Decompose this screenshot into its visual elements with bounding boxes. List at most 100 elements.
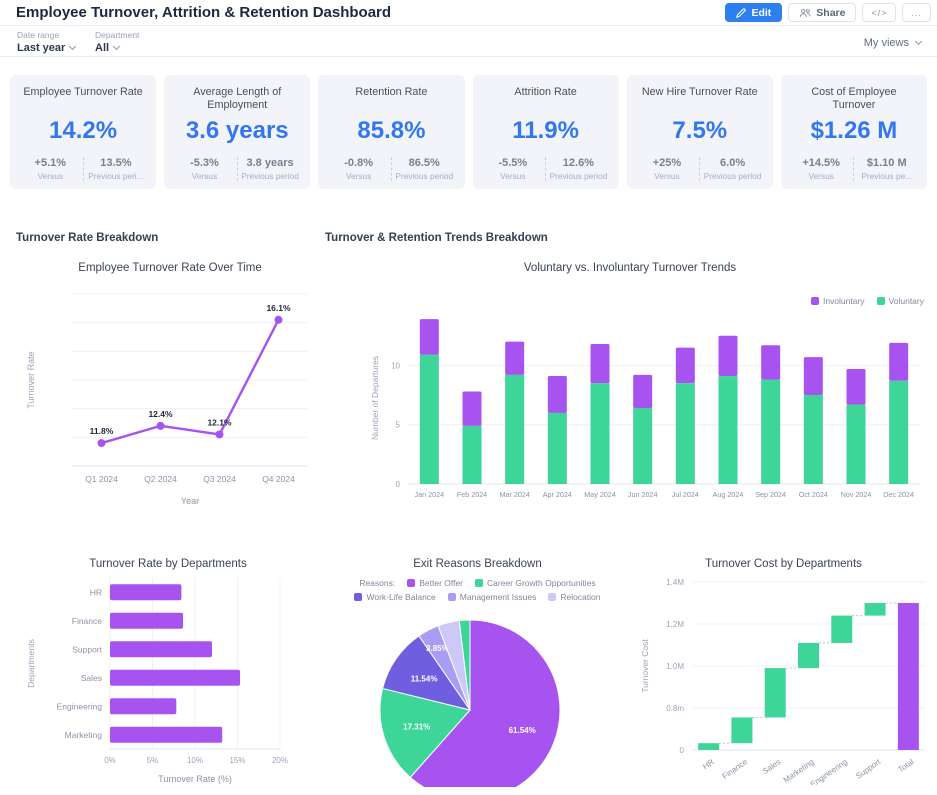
kpi-previous-value: 86.5% — [408, 157, 440, 169]
date-range-select[interactable]: Last year — [17, 42, 77, 54]
kpi-card: Attrition Rate 11.9% -5.5% Versus 12.6% Previ… — [472, 75, 619, 189]
svg-text:Mar 2024: Mar 2024 — [499, 490, 529, 499]
department-label: Department — [95, 30, 140, 40]
svg-text:Q2 2024: Q2 2024 — [144, 474, 177, 484]
kpi-previous-cell: 13.5% Previous peri... — [82, 157, 149, 181]
svg-text:5%: 5% — [147, 756, 159, 765]
kpi-previous-cell: 6.0% Previous period — [699, 157, 765, 181]
svg-text:Turnover Cost: Turnover Cost — [640, 639, 650, 693]
legend-swatch — [407, 579, 416, 587]
kpi-change-value: +25% — [652, 157, 682, 169]
code-icon: </> — [871, 7, 888, 18]
share-button[interactable]: Share — [788, 3, 857, 22]
svg-text:0: 0 — [396, 480, 401, 489]
kpi-previous-cell: $1.10 M Previous pe... — [853, 157, 919, 181]
legend-item-involuntary[interactable]: Involuntary — [810, 296, 865, 306]
kpi-card: Average Length of Employment 3.6 years -5.… — [164, 75, 311, 189]
share-people-icon — [800, 8, 811, 17]
department-select[interactable]: All — [95, 42, 139, 54]
legend-swatch — [475, 579, 484, 587]
svg-text:Engineering: Engineering — [57, 701, 103, 711]
kpi-comparison: +5.1% Versus 13.5% Previous peri... — [18, 157, 148, 181]
my-views-dropdown[interactable]: My views — [863, 37, 923, 49]
chart-title: Turnover Rate by Departments — [89, 558, 247, 570]
svg-text:3.85%: 3.85% — [426, 644, 449, 653]
filter-bar: Date range Last year Department All My v… — [0, 26, 937, 57]
my-views-label: My views — [863, 37, 909, 49]
svg-text:1.2M: 1.2M — [666, 620, 684, 629]
kpi-title: Cost of Employee Turnover — [811, 86, 897, 111]
legend-label: Involuntary — [822, 296, 865, 306]
svg-text:HR: HR — [701, 757, 716, 771]
kpi-previous-value: $1.10 M — [866, 157, 907, 169]
svg-text:Q4 2024: Q4 2024 — [262, 474, 295, 484]
svg-text:Q3 2024: Q3 2024 — [203, 474, 236, 484]
legend-swatch — [354, 593, 363, 601]
kpi-previous-cell: 86.5% Previous period — [390, 157, 457, 181]
stacked-legend: Involuntary Voluntary — [330, 296, 930, 306]
svg-text:11.8%: 11.8% — [90, 426, 114, 436]
kpi-previous-label: Previous period — [549, 171, 608, 181]
pie-plot: 61.54% 17.31% 11.54% 3.85% — [330, 602, 625, 795]
kpi-change-label: Versus — [191, 171, 218, 181]
department-value: All — [95, 42, 110, 54]
svg-text:1.0M: 1.0M — [666, 662, 684, 671]
filter-department: Department All — [95, 30, 139, 54]
chevron-down-icon — [69, 42, 77, 51]
legend-item-work-life-balance[interactable]: Work-Life Balance — [354, 592, 436, 602]
legend-label: Better Offer — [419, 578, 464, 588]
svg-text:Number of Departures: Number of Departures — [370, 356, 380, 440]
legend-swatch — [876, 297, 885, 305]
chart-turnover-over-time: Employee Turnover Rate Over Time Turnove… — [20, 262, 320, 547]
svg-text:Nov 2024: Nov 2024 — [841, 490, 872, 499]
svg-text:Departments: Departments — [26, 639, 36, 688]
kpi-card: Cost of Employee Turnover $1.26 M +14.5% Ve… — [780, 75, 928, 189]
section-title-turnover-rate: Turnover Rate Breakdown — [16, 232, 159, 244]
kpi-change-value: +5.1% — [34, 157, 67, 169]
svg-text:Jul 2024: Jul 2024 — [672, 490, 699, 499]
legend-item-voluntary[interactable]: Voluntary — [876, 296, 924, 306]
kpi-previous-value: 13.5% — [100, 157, 132, 169]
share-button-label: Share — [816, 6, 846, 19]
edit-button[interactable]: Edit — [725, 3, 783, 22]
kpi-change-value: -5.5% — [498, 157, 528, 169]
page-title: Employee Turnover, Attrition & Retention… — [16, 4, 392, 21]
svg-text:Sales: Sales — [761, 757, 783, 776]
svg-text:0: 0 — [680, 746, 685, 755]
legend-item-relocation[interactable]: Relocation — [548, 592, 601, 602]
svg-text:Apr 2024: Apr 2024 — [543, 490, 572, 499]
kpi-row: Employee Turnover Rate 14.2% +5.1% Versus 13… — [10, 75, 928, 189]
pie-legend-title: Reasons: — [359, 578, 396, 588]
svg-text:1.4M: 1.4M — [666, 578, 684, 587]
kpi-comparison: -0.8% Versus 86.5% Previous period — [326, 157, 456, 181]
svg-text:Sep 2024: Sep 2024 — [755, 490, 786, 499]
legend-item-management-issues[interactable]: Management Issues — [447, 592, 537, 602]
edit-button-label: Edit — [751, 6, 772, 19]
kpi-title: Attrition Rate — [514, 86, 577, 98]
svg-text:Sales: Sales — [81, 673, 102, 683]
svg-text:10%: 10% — [187, 756, 203, 765]
legend-item-career-growth-opportunities[interactable]: Career Growth Opportunities — [475, 578, 596, 588]
legend-label: Management Issues — [459, 592, 537, 602]
svg-text:10: 10 — [391, 361, 400, 370]
date-range-label: Date range — [17, 30, 60, 40]
kpi-value: 14.2% — [49, 117, 118, 144]
svg-text:61.54%: 61.54% — [509, 726, 536, 735]
legend-item-better-offer[interactable]: Better Offer — [407, 578, 463, 588]
section-title-trends: Turnover & Retention Trends Breakdown — [325, 232, 548, 244]
pie-legend: Reasons: Better Offer Career Growth Opport… — [330, 578, 625, 602]
more-options-button[interactable]: ... — [902, 3, 931, 22]
svg-text:0.8m: 0.8m — [666, 704, 684, 713]
svg-text:Turnover Rate: Turnover Rate — [26, 351, 36, 408]
svg-text:Total: Total — [896, 757, 915, 774]
date-range-value: Last year — [17, 42, 66, 54]
embed-code-button[interactable]: </> — [862, 3, 897, 22]
kpi-previous-label: Previous period — [241, 171, 299, 181]
svg-text:11.54%: 11.54% — [411, 674, 438, 683]
svg-text:Turnover Rate (%): Turnover Rate (%) — [158, 774, 232, 784]
kpi-title: Employee Turnover Rate — [23, 86, 143, 98]
svg-text:Jun 2024: Jun 2024 — [628, 490, 658, 499]
kpi-previous-value: 3.8 years — [246, 157, 294, 169]
svg-text:Marketing: Marketing — [65, 730, 103, 740]
kpi-change-cell: -5.3% Versus — [172, 157, 237, 181]
